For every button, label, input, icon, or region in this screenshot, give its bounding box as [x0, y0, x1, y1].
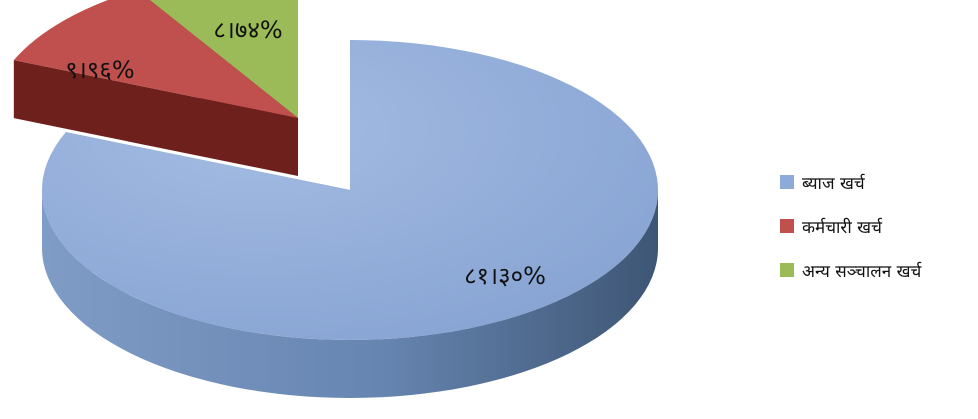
- pie-slice: [41, 40, 659, 398]
- legend-label: कर्मचारी खर्च: [802, 217, 882, 238]
- pie-slice-top: [13, 0, 298, 118]
- legend-swatch-blue: [780, 175, 794, 189]
- pie-slice: [13, 0, 298, 176]
- legend-item: कर्मचारी खर्च: [780, 204, 975, 248]
- legend-label: अन्य सञ्चालन खर्च: [802, 261, 922, 282]
- pie-slice-wall: [13, 60, 298, 176]
- data-label: ८१।३०%: [464, 262, 546, 290]
- pie-slice-top: [41, 40, 659, 341]
- data-label: ९।९६%: [65, 56, 134, 84]
- legend-swatch-red: [780, 219, 794, 233]
- data-label: ८।७४%: [213, 16, 282, 44]
- legend-item: ब्याज खर्च: [780, 160, 975, 204]
- legend-swatch-green: [780, 263, 794, 277]
- legend-label: ब्याज खर्च: [802, 173, 865, 194]
- legend-item: अन्य सञ्चालन खर्च: [780, 248, 975, 292]
- pie-slice-top: [149, 0, 298, 118]
- pie-slice-side: [42, 190, 658, 398]
- chart-legend: ब्याज खर्च कर्मचारी खर्च अन्य सञ्चालन खर…: [780, 160, 975, 292]
